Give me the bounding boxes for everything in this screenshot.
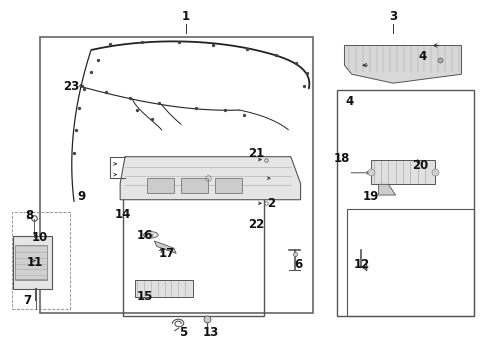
Polygon shape — [344, 45, 461, 83]
Polygon shape — [120, 157, 300, 200]
Text: 12: 12 — [353, 258, 369, 271]
Text: 5: 5 — [179, 326, 187, 339]
Bar — [135, 280, 193, 297]
Text: 9: 9 — [77, 190, 85, 203]
Text: 17: 17 — [158, 247, 174, 260]
Text: 6: 6 — [293, 258, 302, 271]
Text: 7: 7 — [23, 294, 32, 307]
Text: 2: 2 — [267, 197, 275, 210]
Bar — [370, 160, 434, 184]
Bar — [40, 37, 312, 313]
Text: 4: 4 — [345, 95, 353, 108]
Polygon shape — [154, 241, 176, 253]
Text: 1: 1 — [182, 10, 190, 23]
Polygon shape — [378, 184, 395, 195]
Bar — [336, 90, 473, 316]
Ellipse shape — [143, 231, 158, 238]
Text: 10: 10 — [32, 231, 48, 244]
Bar — [346, 209, 473, 316]
Text: 13: 13 — [202, 326, 218, 339]
Bar — [13, 235, 52, 289]
Text: 23: 23 — [63, 80, 80, 93]
Bar — [12, 212, 70, 309]
Bar — [122, 180, 264, 316]
Text: 21: 21 — [248, 147, 264, 159]
Text: 18: 18 — [333, 152, 349, 165]
Text: 20: 20 — [411, 159, 427, 172]
Bar — [147, 178, 173, 193]
Text: 16: 16 — [136, 229, 152, 242]
Text: 14: 14 — [114, 208, 130, 221]
Text: 15: 15 — [136, 290, 152, 303]
Text: 11: 11 — [27, 256, 43, 269]
Text: 3: 3 — [388, 10, 396, 23]
Text: 19: 19 — [363, 190, 379, 203]
Text: 8: 8 — [25, 210, 33, 222]
Text: 22: 22 — [248, 218, 264, 231]
Text: 4: 4 — [418, 50, 426, 63]
Bar — [215, 178, 242, 193]
Bar — [181, 178, 207, 193]
Bar — [15, 244, 47, 280]
